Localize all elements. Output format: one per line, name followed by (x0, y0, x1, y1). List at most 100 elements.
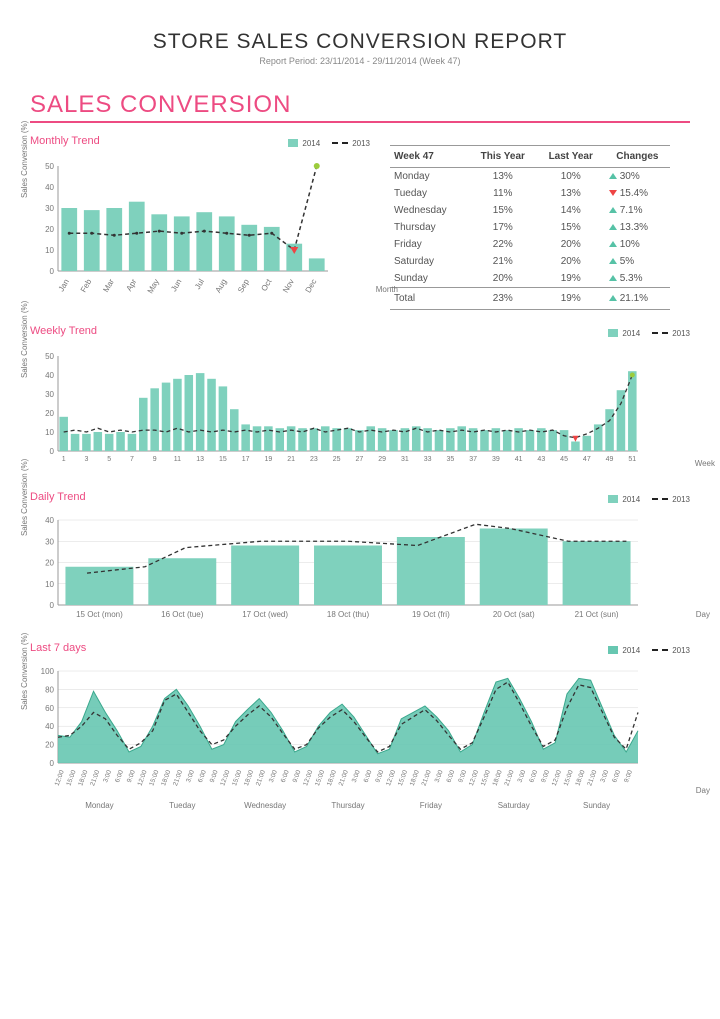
monthly-trend-title: Monthly Trend (30, 135, 100, 147)
svg-text:18:00: 18:00 (409, 769, 421, 787)
svg-text:15 Oct (mon): 15 Oct (mon) (76, 610, 123, 619)
svg-text:20: 20 (45, 559, 54, 568)
svg-text:12:00: 12:00 (551, 769, 563, 787)
last7-block: Last 7 days 2014 2013 Sales Conversion (… (30, 642, 690, 823)
report-title: STORE SALES CONVERSION REPORT (30, 30, 690, 54)
svg-text:18:00: 18:00 (574, 769, 586, 787)
svg-text:Sunday: Sunday (583, 801, 610, 810)
svg-text:13: 13 (196, 456, 204, 463)
svg-text:33: 33 (424, 456, 432, 463)
svg-text:3:00: 3:00 (517, 769, 528, 784)
svg-text:3:00: 3:00 (102, 769, 113, 784)
svg-text:30: 30 (45, 204, 54, 213)
last7-legend: 2014 2013 (608, 646, 690, 655)
svg-text:15:00: 15:00 (397, 769, 409, 787)
svg-text:Friday: Friday (420, 801, 442, 810)
last7-y-label: Sales Conversion (%) (20, 632, 29, 709)
svg-text:Apr: Apr (124, 277, 138, 293)
svg-text:15:00: 15:00 (148, 769, 160, 787)
svg-text:43: 43 (537, 456, 545, 463)
weekly-y-label: Sales Conversion (%) (20, 300, 29, 377)
svg-text:11: 11 (174, 456, 181, 463)
monthly-legend: 2014 2013 (288, 139, 370, 148)
svg-text:47: 47 (583, 456, 591, 463)
svg-text:80: 80 (45, 685, 54, 694)
svg-text:21:00: 21:00 (421, 769, 433, 787)
svg-text:10: 10 (45, 246, 54, 255)
table-row: Friday22%20%10% (390, 236, 670, 253)
svg-text:15:00: 15:00 (231, 769, 243, 787)
table-header: Week 47 (390, 146, 469, 168)
svg-text:31: 31 (401, 456, 409, 463)
table-row: Tueday11%13%15.4% (390, 185, 670, 202)
svg-text:100: 100 (41, 667, 55, 676)
svg-text:9:00: 9:00 (457, 769, 468, 784)
svg-text:Feb: Feb (79, 277, 94, 294)
svg-text:Thursday: Thursday (331, 801, 364, 810)
report-period: Report Period: 23/11/2014 - 29/11/2014 (… (30, 56, 690, 66)
svg-text:Mar: Mar (101, 277, 116, 294)
svg-text:7: 7 (130, 456, 134, 463)
last7-x-label: Day (696, 786, 710, 795)
legend-2014-swatch (608, 646, 618, 654)
legend-2013-swatch (332, 142, 348, 144)
svg-text:12:00: 12:00 (468, 769, 480, 787)
weekly-legend: 2014 2013 (608, 329, 690, 338)
legend-2014-label: 2014 (622, 646, 640, 655)
svg-text:60: 60 (45, 704, 54, 713)
svg-text:21:00: 21:00 (503, 769, 515, 787)
svg-text:18:00: 18:00 (492, 769, 504, 787)
svg-text:3:00: 3:00 (599, 769, 610, 784)
legend-2013-label: 2013 (672, 329, 690, 338)
svg-text:9:00: 9:00 (623, 769, 634, 784)
svg-text:Monday: Monday (85, 801, 113, 810)
svg-text:May: May (146, 278, 161, 296)
svg-text:27: 27 (355, 456, 363, 463)
svg-text:6:00: 6:00 (611, 769, 622, 784)
svg-text:16 Oct (tue): 16 Oct (tue) (161, 610, 204, 619)
svg-text:20: 20 (45, 741, 54, 750)
svg-text:20: 20 (45, 409, 54, 418)
monthly-trend-block: Monthly Trend 2014 2013 Sales Conversion… (30, 135, 370, 310)
svg-text:Jul: Jul (193, 277, 206, 291)
monthly-chart: 01020304050JanFebMarAprMayJunJulAugSepOc… (30, 151, 350, 306)
svg-text:6:00: 6:00 (280, 769, 291, 784)
svg-text:3:00: 3:00 (268, 769, 279, 784)
svg-text:15:00: 15:00 (563, 769, 575, 787)
legend-2013-swatch (652, 498, 668, 500)
svg-text:17 Oct (wed): 17 Oct (wed) (242, 610, 288, 619)
svg-text:40: 40 (45, 183, 54, 192)
monthly-x-label: Month (376, 285, 398, 294)
svg-text:3:00: 3:00 (434, 769, 445, 784)
svg-text:30: 30 (45, 390, 54, 399)
weekly-trend-title: Weekly Trend (30, 325, 97, 337)
svg-text:9:00: 9:00 (292, 769, 303, 784)
legend-2014-swatch (288, 139, 298, 147)
svg-text:10: 10 (45, 428, 54, 437)
svg-text:39: 39 (492, 456, 500, 463)
table-row: Monday13%10%30% (390, 168, 670, 186)
svg-text:40: 40 (45, 516, 54, 525)
svg-text:18:00: 18:00 (77, 769, 89, 787)
legend-2013-label: 2013 (672, 495, 690, 504)
table-row: Saturday21%20%5% (390, 253, 670, 270)
svg-text:12:00: 12:00 (219, 769, 231, 787)
svg-text:3:00: 3:00 (351, 769, 362, 784)
svg-text:45: 45 (560, 456, 568, 463)
table-header: This Year (469, 146, 537, 168)
svg-text:21:00: 21:00 (338, 769, 350, 787)
daily-legend: 2014 2013 (608, 495, 690, 504)
svg-text:0: 0 (50, 267, 55, 276)
svg-text:Aug: Aug (214, 278, 229, 295)
monthly-y-label: Sales Conversion (%) (20, 120, 29, 197)
svg-text:12:00: 12:00 (302, 769, 314, 787)
svg-text:9:00: 9:00 (209, 769, 220, 784)
svg-text:1: 1 (62, 456, 66, 463)
table-row: Total23%19%21.1% (390, 288, 670, 310)
svg-text:50: 50 (45, 162, 54, 171)
table-row: Wednesday15%14%7.1% (390, 202, 670, 219)
svg-text:Dec: Dec (304, 278, 319, 295)
svg-text:29: 29 (378, 456, 386, 463)
daily-chart: 01020304015 Oct (mon)16 Oct (tue)17 Oct … (30, 507, 660, 627)
svg-text:6:00: 6:00 (446, 769, 457, 784)
